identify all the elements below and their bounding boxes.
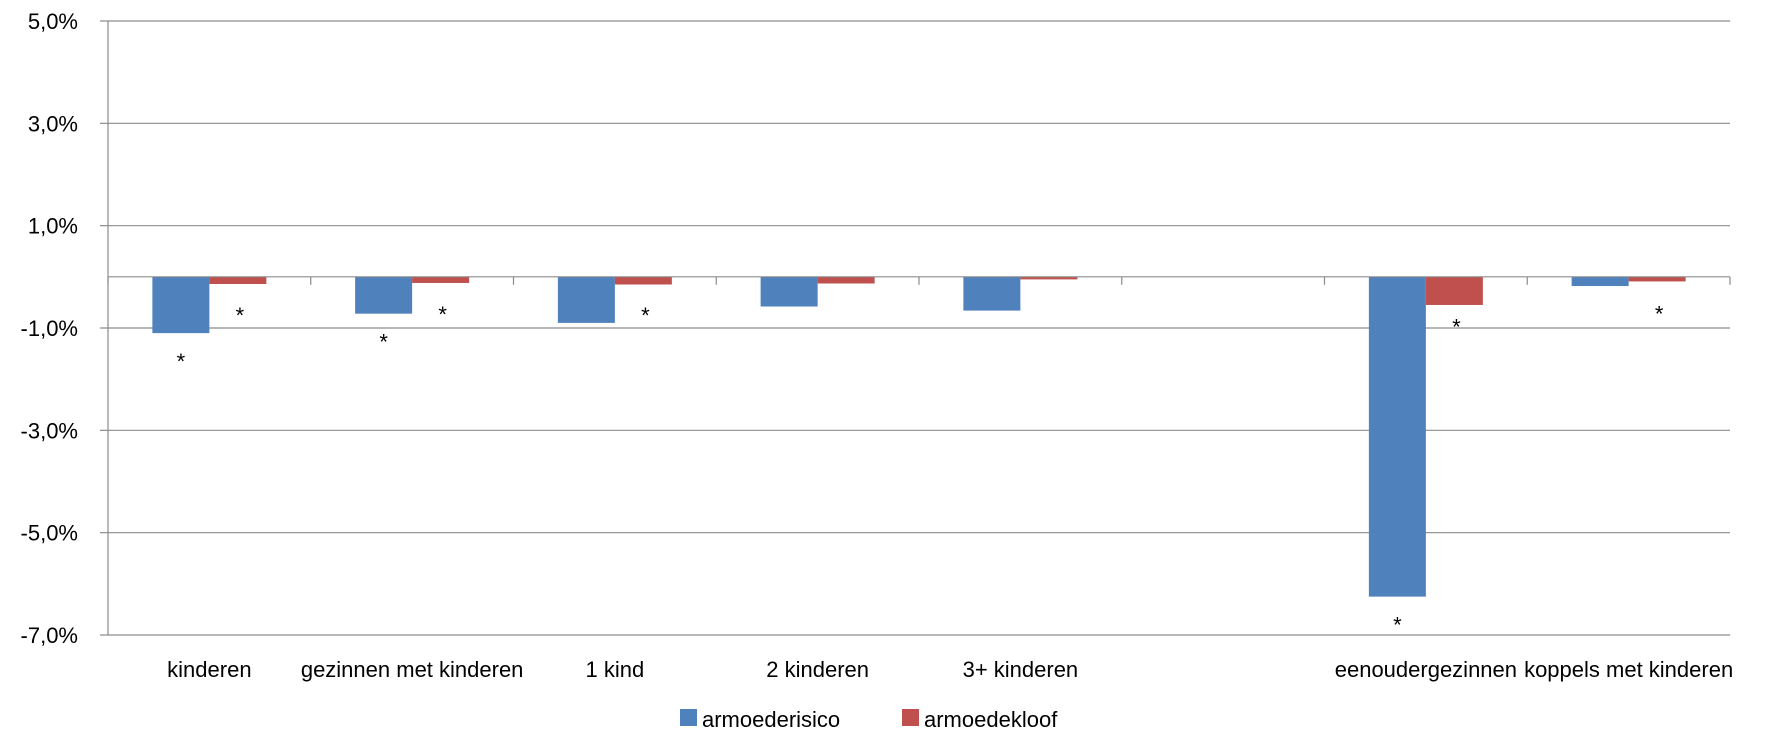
y-tick-label: -7,0% <box>21 623 78 648</box>
bar-armoederisico <box>152 276 210 334</box>
significance-star: * <box>438 302 447 327</box>
legend-label: armoedekloof <box>924 707 1058 732</box>
significance-star: * <box>641 303 650 328</box>
significance-markers: * * * * * * * * <box>177 301 1664 637</box>
legend-label: armoederisico <box>702 707 840 732</box>
significance-star: * <box>379 330 388 355</box>
legend: armoederisico armoedekloof <box>680 707 1058 732</box>
x-tick-label: 3+ kinderen <box>963 657 1079 682</box>
bar-armoedekloof <box>1020 276 1078 280</box>
x-tick-label: 1 kind <box>586 657 645 682</box>
y-tick-label: 5,0% <box>28 9 78 34</box>
bar-armoederisico <box>760 276 818 307</box>
x-tick-label: 2 kinderen <box>766 657 869 682</box>
x-tick-label: gezinnen met kinderen <box>301 657 524 682</box>
significance-star: * <box>1393 613 1402 638</box>
bar-armoedekloof <box>209 276 267 284</box>
bar-armoedekloof <box>614 276 672 285</box>
y-tick-label: -3,0% <box>21 418 78 443</box>
legend-swatch <box>680 709 697 726</box>
bar-armoederisico <box>963 276 1021 311</box>
y-axis-ticks: 5,0% 3,0% 1,0% -1,0% -3,0% -5,0% -7,0% <box>21 9 108 648</box>
legend-swatch <box>902 709 919 726</box>
bar-armoederisico <box>557 276 615 323</box>
y-tick-label: 1,0% <box>28 214 78 239</box>
x-tick-label: koppels met kinderen <box>1524 657 1733 682</box>
y-tick-label: 3,0% <box>28 111 78 136</box>
x-tick-label: kinderen <box>167 657 251 682</box>
significance-star: * <box>177 349 186 374</box>
significance-star: * <box>236 303 245 328</box>
bar-armoedekloof <box>412 276 470 283</box>
gridlines <box>108 20 1730 636</box>
bar-armoedekloof <box>817 276 875 284</box>
bar-armoederisico <box>1368 276 1426 597</box>
bar-armoederisico <box>355 276 413 314</box>
bars <box>152 276 1686 597</box>
significance-star: * <box>1452 314 1461 339</box>
y-tick-label: -1,0% <box>21 316 78 341</box>
y-tick-label: -5,0% <box>21 521 78 546</box>
significance-star: * <box>1655 301 1664 326</box>
bar-armoedekloof <box>1425 276 1483 305</box>
bar-armoederisico <box>1571 276 1629 287</box>
bar-armoedekloof <box>1628 276 1686 282</box>
x-axis-labels: kinderen gezinnen met kinderen 1 kind 2 kin… <box>167 657 1733 682</box>
x-tick-label: eenoudergezinnen <box>1335 657 1517 682</box>
